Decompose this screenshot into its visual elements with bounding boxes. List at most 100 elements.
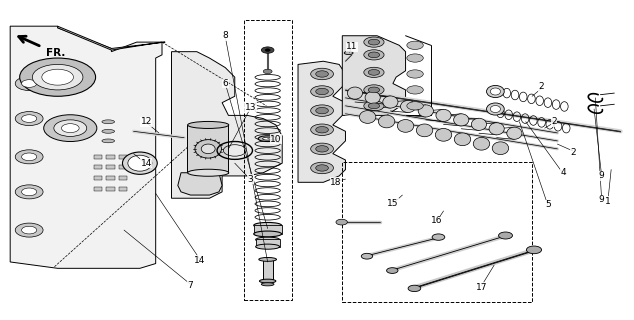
- Ellipse shape: [254, 222, 281, 228]
- Circle shape: [265, 49, 270, 51]
- Bar: [244, 20, 292, 300]
- Circle shape: [407, 54, 424, 62]
- Text: 14: 14: [141, 159, 152, 168]
- Bar: [187, 125, 228, 173]
- Ellipse shape: [378, 115, 395, 128]
- Circle shape: [316, 146, 328, 152]
- Circle shape: [432, 234, 445, 240]
- Circle shape: [408, 285, 421, 292]
- Circle shape: [316, 165, 328, 171]
- Circle shape: [364, 101, 384, 111]
- Text: 5: 5: [545, 200, 551, 209]
- Ellipse shape: [398, 120, 414, 132]
- Circle shape: [311, 86, 333, 97]
- Circle shape: [364, 85, 384, 95]
- Ellipse shape: [436, 128, 452, 141]
- Bar: [94, 155, 102, 159]
- Ellipse shape: [473, 137, 489, 150]
- Ellipse shape: [256, 244, 280, 249]
- Ellipse shape: [507, 127, 522, 139]
- Ellipse shape: [401, 100, 416, 113]
- Circle shape: [15, 185, 43, 199]
- Circle shape: [22, 226, 37, 234]
- Ellipse shape: [383, 96, 398, 108]
- Ellipse shape: [102, 139, 115, 143]
- Ellipse shape: [417, 124, 433, 137]
- Bar: [94, 176, 102, 180]
- Circle shape: [22, 80, 37, 87]
- Circle shape: [44, 115, 97, 141]
- Text: 6: 6: [223, 79, 228, 88]
- Ellipse shape: [122, 152, 157, 174]
- Ellipse shape: [201, 144, 215, 154]
- Circle shape: [15, 112, 43, 125]
- Ellipse shape: [418, 105, 434, 117]
- Circle shape: [526, 246, 541, 254]
- Bar: [94, 187, 102, 191]
- Text: 14: 14: [194, 256, 205, 265]
- Ellipse shape: [259, 258, 276, 261]
- Text: 2: 2: [539, 82, 545, 91]
- Circle shape: [22, 115, 37, 123]
- Text: 9: 9: [598, 195, 605, 204]
- Circle shape: [368, 52, 380, 58]
- Ellipse shape: [258, 136, 277, 141]
- Polygon shape: [172, 52, 282, 198]
- Circle shape: [311, 124, 333, 135]
- Circle shape: [54, 120, 87, 136]
- Bar: [107, 176, 115, 180]
- Polygon shape: [178, 173, 222, 195]
- Circle shape: [32, 64, 83, 90]
- Polygon shape: [58, 26, 165, 50]
- Ellipse shape: [195, 140, 221, 158]
- Ellipse shape: [262, 137, 273, 140]
- Ellipse shape: [188, 169, 229, 176]
- Text: FR.: FR.: [46, 49, 65, 59]
- Text: 1: 1: [605, 197, 611, 206]
- Ellipse shape: [492, 142, 508, 155]
- Text: 10: 10: [270, 135, 281, 144]
- Text: 15: 15: [387, 198, 399, 207]
- Ellipse shape: [486, 85, 504, 98]
- Text: 16: 16: [432, 216, 443, 225]
- Ellipse shape: [188, 122, 229, 128]
- Circle shape: [387, 268, 398, 273]
- Ellipse shape: [344, 51, 353, 54]
- Bar: [107, 187, 115, 191]
- Circle shape: [316, 88, 328, 95]
- Text: 2: 2: [552, 117, 557, 126]
- Text: 7: 7: [188, 281, 193, 290]
- Circle shape: [22, 153, 37, 161]
- Text: 12: 12: [141, 117, 152, 126]
- Ellipse shape: [455, 133, 470, 146]
- Ellipse shape: [436, 109, 451, 122]
- Bar: [119, 165, 127, 169]
- Circle shape: [368, 103, 380, 109]
- Ellipse shape: [102, 120, 115, 124]
- Circle shape: [407, 70, 424, 78]
- Circle shape: [61, 124, 79, 132]
- Circle shape: [311, 68, 333, 80]
- Circle shape: [316, 108, 328, 114]
- Bar: [119, 155, 127, 159]
- Ellipse shape: [454, 114, 469, 126]
- Bar: [119, 176, 127, 180]
- Ellipse shape: [486, 103, 504, 115]
- Circle shape: [361, 253, 373, 259]
- Ellipse shape: [102, 129, 115, 133]
- Ellipse shape: [490, 106, 500, 113]
- Text: 18: 18: [330, 178, 342, 187]
- Circle shape: [407, 41, 424, 50]
- Bar: [262, 260, 273, 281]
- Circle shape: [364, 67, 384, 77]
- Ellipse shape: [490, 88, 500, 95]
- Circle shape: [22, 188, 37, 196]
- Text: 9: 9: [598, 172, 605, 180]
- Circle shape: [316, 71, 328, 77]
- Ellipse shape: [261, 283, 274, 286]
- Text: 8: 8: [223, 31, 228, 40]
- Circle shape: [336, 219, 347, 225]
- Text: 11: 11: [346, 42, 358, 52]
- Bar: [94, 165, 102, 169]
- Polygon shape: [10, 26, 162, 268]
